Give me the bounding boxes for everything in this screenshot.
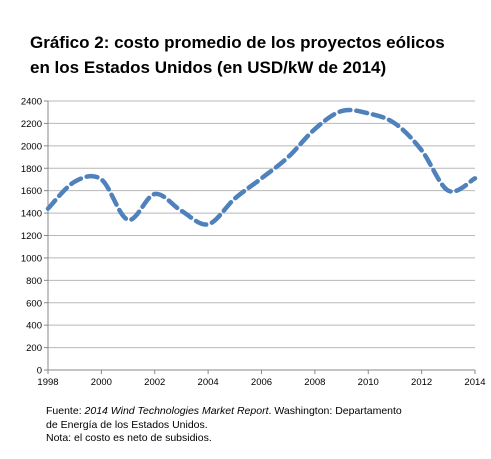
- data-point-2007: [286, 155, 290, 159]
- x-tick-label-2014: 2014: [464, 377, 485, 388]
- x-tick-label-2006: 2006: [251, 377, 272, 388]
- data-point-2002: [153, 192, 157, 196]
- data-point-2009: [340, 109, 344, 113]
- data-point-2011: [393, 121, 397, 125]
- x-tick-label-2004: 2004: [198, 377, 219, 388]
- gridlines: [48, 100, 475, 349]
- y-tick-label-200: 200: [26, 343, 42, 354]
- chart-title-line-1: Gráfico 2: costo promedio de los proyect…: [30, 33, 445, 52]
- chart-footnote: Fuente: 2014 Wind Technologies Market Re…: [46, 405, 476, 446]
- y-tick-label-800: 800: [26, 276, 42, 287]
- axes: [44, 100, 476, 374]
- data-point-1998: [46, 207, 50, 211]
- x-tick-label-2008: 2008: [304, 377, 325, 388]
- x-tick-label-1998: 1998: [37, 377, 58, 388]
- tick-labels: 0 200 400 600 800 1000 1200 1400 1600 1800 2000 220…: [21, 97, 486, 389]
- series-line-0: [45, 107, 478, 227]
- data-point-2014: [473, 176, 477, 180]
- y-tick-label-1400: 1400: [21, 209, 42, 220]
- y-tick-label-400: 400: [26, 321, 42, 332]
- y-tick-label-1800: 1800: [21, 164, 42, 175]
- y-tick-label-1200: 1200: [21, 231, 42, 242]
- y-tick-label-2000: 2000: [21, 141, 42, 152]
- data-point-2006: [260, 176, 264, 180]
- series-layer: [45, 107, 478, 227]
- chart-title: Gráfico 2: costo promedio de los proyect…: [30, 30, 470, 80]
- footnote-source-prefix: Fuente:: [46, 405, 85, 417]
- data-point-2004: [206, 222, 210, 226]
- footnote-note: Nota: el costo es neto de subsidios.: [46, 432, 212, 444]
- x-tick-label-2012: 2012: [411, 377, 432, 388]
- data-point-2001: [126, 218, 130, 222]
- data-point-2003: [179, 209, 183, 213]
- x-tick-label-2010: 2010: [358, 377, 379, 388]
- y-tick-label-1600: 1600: [21, 186, 42, 197]
- data-point-2008: [313, 127, 317, 131]
- footnote-source-suffix: . Washington: Departamento: [268, 405, 402, 417]
- x-tick-label-2000: 2000: [91, 377, 112, 388]
- data-point-2005: [233, 197, 237, 201]
- y-tick-label-600: 600: [26, 298, 42, 309]
- y-tick-label-2200: 2200: [21, 119, 42, 130]
- footnote-line-2: de Energía de los Estados Unidos.: [46, 418, 208, 431]
- data-point-2012: [420, 148, 424, 152]
- data-point-1999: [73, 180, 77, 184]
- y-tick-label-2400: 2400: [21, 97, 42, 108]
- y-tick-label-1000: 1000: [21, 253, 42, 264]
- footnote-source-title: 2014 Wind Technologies Market Report: [84, 405, 269, 417]
- chart-title-line-2: en los Estados Unidos (en USD/kW de 2014…: [30, 58, 387, 77]
- data-point-2013: [446, 189, 450, 193]
- footnote-source-line: Fuente: 2014 Wind Technologies Market Re…: [46, 405, 476, 419]
- data-point-2010: [366, 111, 370, 115]
- y-tick-label-0: 0: [37, 366, 42, 377]
- data-point-2000: [99, 177, 103, 181]
- x-tick-label-2002: 2002: [144, 377, 165, 388]
